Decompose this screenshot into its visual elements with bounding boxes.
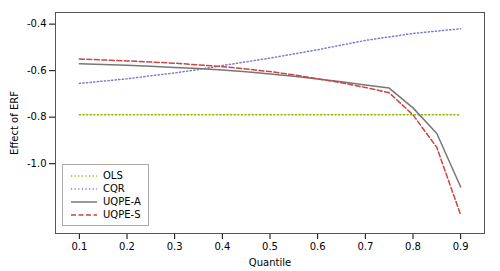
svg-text:0.4: 0.4 (214, 241, 230, 252)
svg-text:0.1: 0.1 (71, 241, 87, 252)
html-text:UQPE-S: UQPE-S (103, 209, 141, 220)
html-text:UQPE-A: UQPE-A (103, 196, 141, 207)
svg-text:0.2: 0.2 (119, 241, 135, 252)
svg-text:0.8: 0.8 (405, 241, 421, 252)
svg-text:0.3: 0.3 (167, 241, 183, 252)
svg-text:-1.0: -1.0 (27, 158, 47, 169)
svg-text:-0.8: -0.8 (27, 111, 47, 122)
svg-text:Quantile: Quantile (249, 257, 291, 268)
svg-text:0.5: 0.5 (262, 241, 278, 252)
svg-text:0.9: 0.9 (453, 241, 469, 252)
svg-text:-0.4: -0.4 (27, 18, 47, 29)
svg-text:Effect of ERF: Effect of ERF (9, 91, 20, 155)
svg-text:0.6: 0.6 (310, 241, 326, 252)
html-text:OLS: OLS (103, 170, 123, 181)
svg-text:-0.6: -0.6 (27, 65, 47, 76)
html-text:CQR: CQR (103, 183, 125, 194)
svg-text:0.7: 0.7 (357, 241, 373, 252)
